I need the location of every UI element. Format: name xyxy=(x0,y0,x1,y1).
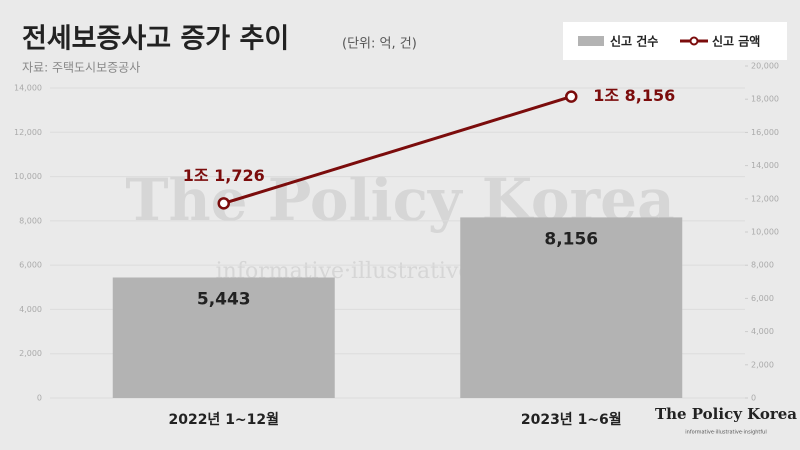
legend-swatch xyxy=(578,36,604,46)
value-label: 1조 8,156 xyxy=(593,86,675,105)
legend-label: 신고 금액 xyxy=(712,34,760,49)
logo: The Policy Korea xyxy=(655,405,797,423)
y-tick-label: 8,000 xyxy=(19,216,42,225)
chart-title: 전세보증사고 증가 추이 xyxy=(22,24,289,55)
x-tick-label: 2023년 1~6월 xyxy=(521,411,622,428)
y-tick-label: 4,000 xyxy=(19,305,42,314)
y2-tick-label: 6,000 xyxy=(751,294,774,303)
legend-label: 신고 건수 xyxy=(610,34,658,49)
y2-tick-label: 12,000 xyxy=(751,194,779,203)
y2-tick-label: 8,000 xyxy=(751,261,774,270)
value-label: 5,443 xyxy=(197,289,251,309)
value-label: 1조 1,726 xyxy=(183,166,265,185)
subtitle: (단위: 억, 건) xyxy=(342,37,417,52)
y2-tick-label: 14,000 xyxy=(751,161,779,170)
y-tick-label: 6,000 xyxy=(19,261,42,270)
y-tick-label: 2,000 xyxy=(19,349,42,358)
line-point xyxy=(565,90,578,103)
bar xyxy=(460,217,683,398)
y2-tick-label: 4,000 xyxy=(751,327,774,336)
y2-tick-label: 10,000 xyxy=(751,228,779,237)
y2-tick-label: 20,000 xyxy=(751,62,779,71)
x-tick-label: 2022년 1~12월 xyxy=(168,411,279,428)
y2-tick-label: 0 xyxy=(751,394,756,403)
y2-tick-label: 2,000 xyxy=(751,360,774,369)
y-tick-label: 10,000 xyxy=(14,172,42,181)
line xyxy=(223,95,572,205)
y2-tick-label: 16,000 xyxy=(751,128,779,137)
y2-tick-label: 18,000 xyxy=(751,95,779,104)
legend-swatch xyxy=(689,36,699,46)
y-tick-label: 14,000 xyxy=(14,84,42,93)
logo-tagline: informative·illustrative·insightful xyxy=(685,430,766,436)
y-tick-label: 12,000 xyxy=(14,128,42,137)
source: 자료: 주택도시보증공사 xyxy=(22,61,140,75)
bar xyxy=(112,277,335,398)
value-label: 8,156 xyxy=(544,229,598,249)
y-tick-label: 0 xyxy=(37,394,42,403)
line-point xyxy=(217,197,230,210)
